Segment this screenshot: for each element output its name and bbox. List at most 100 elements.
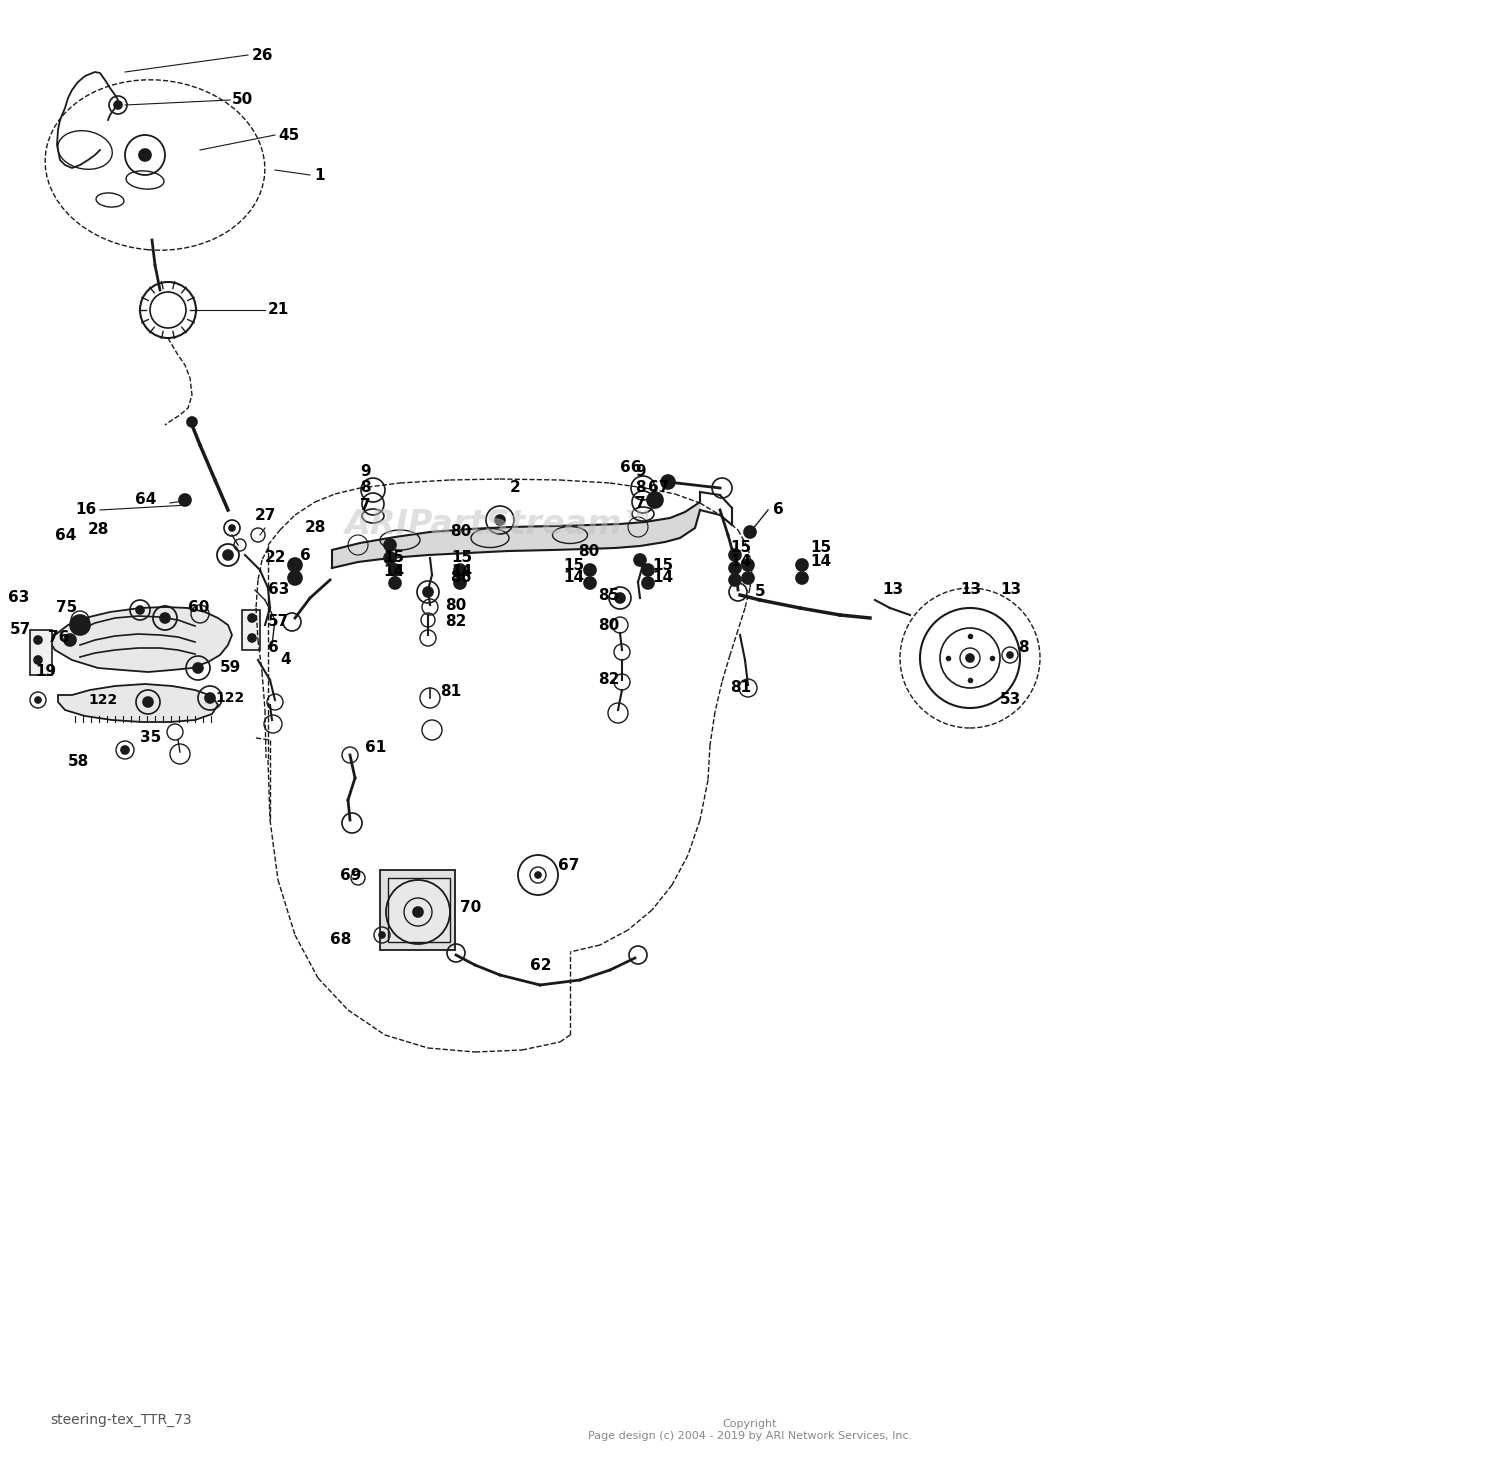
Text: 62: 62 — [530, 958, 552, 972]
Circle shape — [615, 594, 626, 602]
Text: 6: 6 — [268, 640, 279, 655]
Circle shape — [34, 636, 42, 643]
Circle shape — [64, 635, 76, 646]
Polygon shape — [58, 684, 217, 722]
Circle shape — [388, 564, 400, 576]
Circle shape — [584, 577, 596, 589]
Text: 50: 50 — [232, 92, 254, 108]
Polygon shape — [30, 630, 52, 675]
Circle shape — [388, 577, 400, 589]
Text: 9: 9 — [360, 465, 370, 480]
Text: 6: 6 — [772, 503, 783, 518]
Text: 45: 45 — [278, 127, 298, 142]
Text: 81: 81 — [730, 680, 752, 696]
Text: 6: 6 — [300, 547, 310, 563]
Circle shape — [34, 656, 42, 664]
Text: 66: 66 — [620, 461, 642, 475]
Circle shape — [742, 572, 754, 583]
Text: 13: 13 — [1000, 582, 1022, 598]
Text: 15: 15 — [562, 557, 584, 573]
Text: 15: 15 — [652, 557, 674, 573]
Text: 13: 13 — [960, 582, 981, 598]
Text: 27: 27 — [255, 507, 276, 522]
Circle shape — [729, 575, 741, 586]
Text: 59: 59 — [220, 661, 242, 675]
Text: 122: 122 — [88, 693, 117, 708]
Circle shape — [70, 616, 90, 635]
Circle shape — [248, 614, 256, 621]
Circle shape — [114, 101, 122, 110]
Circle shape — [536, 871, 542, 879]
Text: 80: 80 — [446, 598, 466, 613]
Circle shape — [380, 931, 386, 939]
Circle shape — [122, 746, 129, 754]
Text: 63: 63 — [268, 582, 290, 598]
Text: 122: 122 — [214, 692, 244, 705]
Circle shape — [288, 572, 302, 585]
Text: 80: 80 — [450, 525, 471, 539]
Circle shape — [796, 558, 808, 572]
Polygon shape — [50, 607, 232, 673]
Text: 15: 15 — [810, 541, 831, 556]
Circle shape — [413, 906, 423, 917]
Text: 81: 81 — [440, 684, 460, 699]
Text: 28: 28 — [88, 522, 110, 538]
Circle shape — [423, 588, 433, 596]
Text: 7: 7 — [634, 496, 645, 510]
Text: 82: 82 — [446, 614, 466, 630]
Circle shape — [495, 515, 506, 525]
Circle shape — [729, 550, 741, 561]
Text: 57: 57 — [268, 614, 290, 630]
Text: 85: 85 — [598, 588, 619, 602]
Text: 8: 8 — [360, 481, 370, 496]
Text: 8: 8 — [1019, 640, 1029, 655]
Circle shape — [646, 493, 663, 507]
Circle shape — [136, 607, 144, 614]
Circle shape — [230, 525, 236, 531]
Text: 15: 15 — [382, 551, 404, 566]
Text: 15: 15 — [730, 541, 752, 556]
Text: 9: 9 — [634, 465, 645, 480]
Circle shape — [160, 613, 170, 623]
Circle shape — [642, 577, 654, 589]
Text: 80: 80 — [598, 617, 619, 633]
Text: 13: 13 — [882, 582, 903, 598]
Text: 80: 80 — [578, 544, 598, 560]
Text: 64: 64 — [56, 528, 76, 542]
Text: 22: 22 — [266, 551, 286, 566]
Text: 69: 69 — [340, 867, 362, 883]
Text: 8: 8 — [634, 480, 645, 494]
Text: 76: 76 — [48, 630, 69, 646]
Polygon shape — [242, 610, 260, 651]
Circle shape — [206, 693, 214, 703]
Circle shape — [188, 417, 196, 427]
Circle shape — [34, 697, 40, 703]
Text: 82: 82 — [598, 673, 619, 687]
Text: 53: 53 — [1000, 693, 1022, 708]
Polygon shape — [388, 879, 450, 942]
Circle shape — [140, 149, 152, 161]
Text: 86: 86 — [450, 570, 471, 585]
Circle shape — [966, 654, 974, 662]
Text: 26: 26 — [252, 47, 273, 63]
Text: 14: 14 — [730, 554, 752, 570]
Text: Copyright
Page design (c) 2004 - 2019 by ARI Network Services, Inc.: Copyright Page design (c) 2004 - 2019 by… — [588, 1420, 912, 1440]
Polygon shape — [332, 493, 700, 569]
Text: 67: 67 — [558, 858, 579, 873]
Circle shape — [178, 494, 190, 506]
Circle shape — [142, 697, 153, 708]
Text: 35: 35 — [140, 731, 162, 746]
Text: 14: 14 — [652, 570, 674, 585]
Text: 5: 5 — [754, 585, 765, 599]
Text: 19: 19 — [34, 665, 56, 680]
Circle shape — [384, 553, 396, 564]
Text: 16: 16 — [75, 503, 96, 518]
Text: 58: 58 — [68, 754, 90, 769]
Text: 60: 60 — [188, 601, 210, 616]
Text: 28: 28 — [304, 520, 327, 535]
Text: 63: 63 — [8, 589, 30, 604]
Circle shape — [584, 564, 596, 576]
Circle shape — [248, 635, 256, 642]
Circle shape — [742, 558, 754, 572]
Text: ARIPartStream™: ARIPartStream™ — [345, 509, 656, 541]
